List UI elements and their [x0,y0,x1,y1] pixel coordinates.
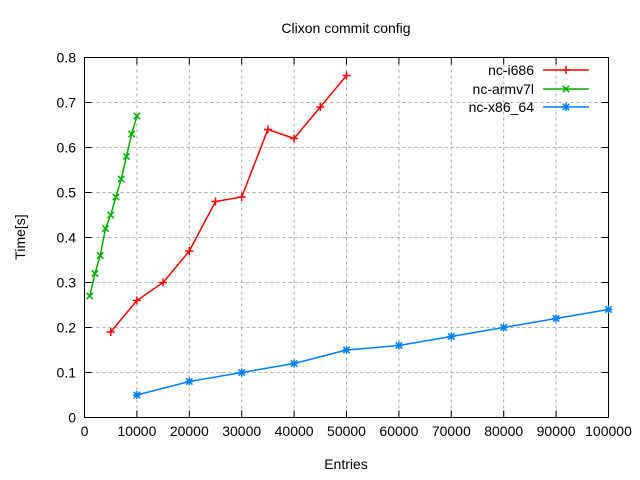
legend-item-nc-i686: nc-i686 [469,61,589,80]
x-tick-label: 20000 [170,423,209,439]
marker-x [122,152,131,161]
x-tick-label: 70000 [432,423,471,439]
legend: nc-i686 nc-armv7l nc-x86_64 [469,61,589,117]
marker-x [106,211,115,219]
marker-x [133,112,141,120]
marker-asterisk [237,368,246,377]
series-line [89,115,138,297]
legend-label: nc-i686 [488,62,534,79]
legend-sample-line-icon [543,66,589,75]
marker-asterisk [133,391,141,399]
x-tick-label: 50000 [327,423,366,439]
marker-asterisk [562,103,570,111]
marker-x [86,292,94,300]
x-tick-label: 0 [81,423,89,439]
marker-asterisk [604,305,613,314]
legend-sample-nc-armv7l [543,85,589,93]
series-nc-x86_64 [132,305,613,399]
y-tick-label: 0 [68,410,76,426]
series-line [136,308,609,396]
x-tick-label: 90000 [537,423,576,439]
marker-x [91,269,99,278]
series-nc-i686 [106,71,351,336]
y-tick-label: 0.5 [57,185,77,201]
marker-x [117,175,125,183]
legend-sample-line-icon [543,85,589,93]
legend-item-nc-armv7l: nc-armv7l [469,80,589,99]
chart-title: Clixon commit config [281,20,411,36]
legend-sample-nc-x86_64 [543,103,589,112]
legend-sample-nc-i686 [543,66,589,75]
x-tick-label: 80000 [484,423,523,439]
legend-sample-line-icon [543,103,589,112]
x-tick-label: 30000 [222,423,261,439]
y-tick-label: 0.2 [57,320,77,336]
y-tick-label: 0.8 [57,50,77,66]
x-axis-label: Entries [324,456,368,472]
marker-x [112,193,120,201]
series-nc-armv7l [86,112,141,300]
marker-asterisk [499,323,508,332]
y-tick-label: 0.6 [57,140,77,156]
series-line [110,75,348,333]
marker-asterisk [290,359,298,368]
x-tick-label: 100000 [585,423,632,439]
marker-x [562,85,570,93]
marker-asterisk [395,341,403,350]
y-tick-label: 0.3 [57,275,77,291]
marker-asterisk [342,346,351,354]
legend-label: nc-armv7l [472,80,534,97]
legend-item-nc-x86_64: nc-x86_64 [469,98,589,117]
y-tick-label: 0.4 [57,230,77,246]
x-tick-label: 60000 [379,423,418,439]
marker-asterisk [447,332,456,341]
marker-x [101,224,110,233]
x-tick-label: 40000 [275,423,314,439]
x-tick-label: 10000 [117,423,156,439]
marker-x [127,130,136,138]
y-tick-label: 0.1 [57,365,77,381]
marker-asterisk [552,314,560,323]
y-tick-label: 0.7 [57,95,77,111]
marker-x [96,251,104,260]
legend-label: nc-x86_64 [468,99,534,116]
marker-asterisk [185,377,194,386]
